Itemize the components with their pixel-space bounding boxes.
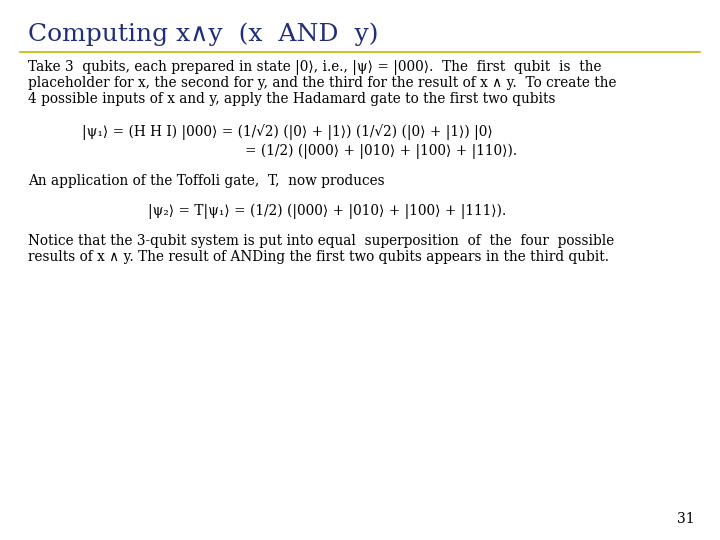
Text: placeholder for x, the second for y, and the third for the result of x ∧ y.  To : placeholder for x, the second for y, and… bbox=[28, 76, 616, 90]
Text: An application of the Toffoli gate,  T,  now produces: An application of the Toffoli gate, T, n… bbox=[28, 174, 384, 188]
Text: |ψ₁⟩ = (H H I) |000⟩ = (1/√2) (|0⟩ + |1⟩) (1/√2) (|0⟩ + |1⟩) |0⟩: |ψ₁⟩ = (H H I) |000⟩ = (1/√2) (|0⟩ + |1⟩… bbox=[82, 124, 492, 140]
Text: 4 possible inputs of x and y, apply the Hadamard gate to the first two qubits: 4 possible inputs of x and y, apply the … bbox=[28, 92, 556, 106]
Text: = (1/2) (|000⟩ + |010⟩ + |100⟩ + |110⟩).: = (1/2) (|000⟩ + |010⟩ + |100⟩ + |110⟩). bbox=[245, 144, 517, 159]
Text: |ψ₂⟩ = T|ψ₁⟩ = (1/2) (|000⟩ + |010⟩ + |100⟩ + |111⟩).: |ψ₂⟩ = T|ψ₁⟩ = (1/2) (|000⟩ + |010⟩ + |1… bbox=[148, 204, 506, 219]
Text: Computing x∧y  (x  AND  y): Computing x∧y (x AND y) bbox=[28, 22, 379, 45]
Text: results of x ∧ y. The result of ANDing the first two qubits appears in the third: results of x ∧ y. The result of ANDing t… bbox=[28, 250, 609, 264]
Text: Notice that the 3-qubit system is put into equal  superposition  of  the  four  : Notice that the 3-qubit system is put in… bbox=[28, 234, 614, 248]
Text: 31: 31 bbox=[678, 512, 695, 526]
Text: Take 3  qubits, each prepared in state |0⟩, i.e., |ψ⟩ = |000⟩.  The  first  qubi: Take 3 qubits, each prepared in state |0… bbox=[28, 60, 601, 75]
